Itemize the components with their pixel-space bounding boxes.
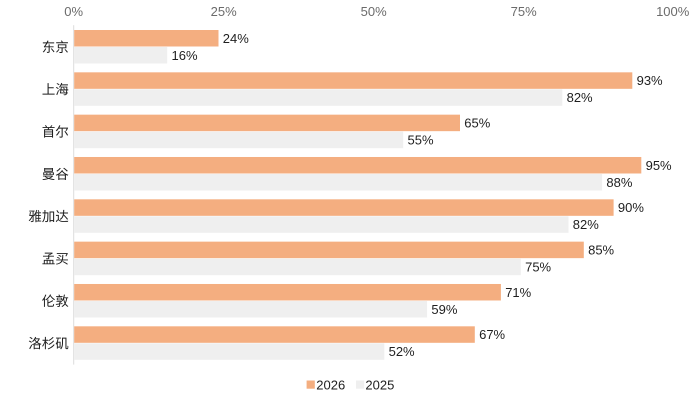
- svg-text:2025: 2025: [365, 377, 394, 392]
- svg-text:75%: 75%: [511, 4, 537, 19]
- svg-text:85%: 85%: [588, 242, 614, 257]
- svg-text:25%: 25%: [211, 4, 237, 19]
- svg-text:2026: 2026: [316, 377, 345, 392]
- svg-text:65%: 65%: [464, 115, 490, 130]
- svg-text:82%: 82%: [573, 217, 599, 232]
- svg-text:0%: 0%: [64, 4, 83, 19]
- svg-text:55%: 55%: [408, 132, 434, 147]
- svg-text:82%: 82%: [567, 90, 593, 105]
- svg-text:50%: 50%: [361, 4, 387, 19]
- svg-text:93%: 93%: [637, 73, 663, 88]
- svg-text:71%: 71%: [505, 285, 531, 300]
- svg-text:88%: 88%: [606, 175, 632, 190]
- svg-text:75%: 75%: [525, 259, 551, 274]
- svg-text:90%: 90%: [618, 200, 644, 215]
- svg-text:100%: 100%: [656, 4, 690, 19]
- svg-text:67%: 67%: [479, 327, 505, 342]
- svg-text:24%: 24%: [223, 31, 249, 46]
- svg-text:59%: 59%: [431, 302, 457, 317]
- svg-text:95%: 95%: [646, 158, 672, 173]
- svg-text:16%: 16%: [172, 48, 198, 63]
- svg-text:52%: 52%: [389, 344, 415, 359]
